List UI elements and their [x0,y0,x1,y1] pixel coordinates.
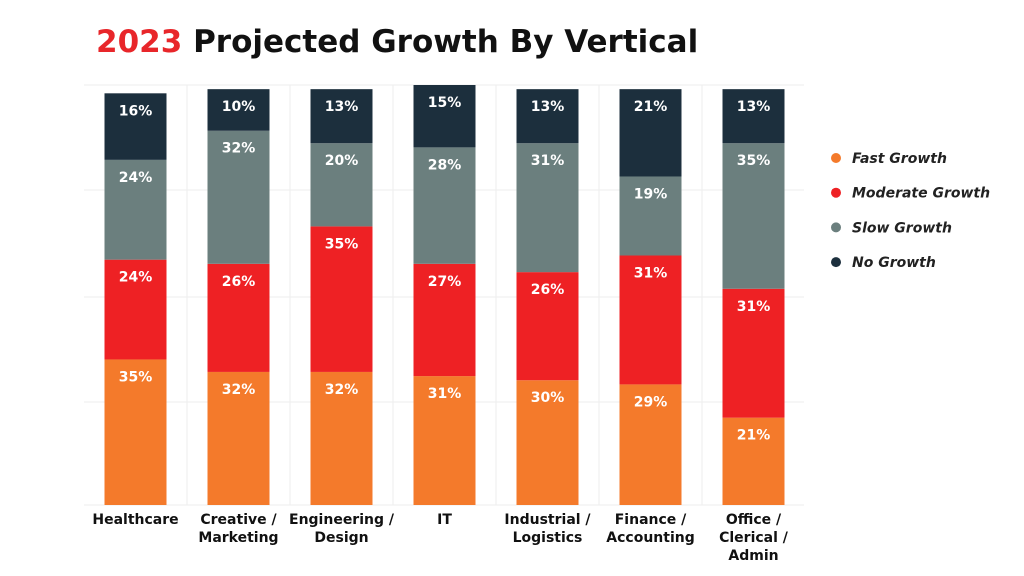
legend-marker [831,153,841,163]
title-text: Projected Growth By Vertical [193,24,698,60]
value-label: 35% [119,369,153,385]
bar-segment [413,147,476,264]
bar-segment [722,417,785,505]
value-label: 26% [531,282,565,298]
value-label: 29% [634,394,668,410]
bar-segment [310,89,373,144]
bar-segment [104,159,167,260]
bar-segment [310,226,373,372]
value-label: 31% [737,299,771,315]
legend-label: Fast Growth [852,151,947,167]
value-label: 13% [531,99,565,115]
value-label: 13% [737,99,771,115]
bar-segment [310,143,373,227]
bar-segment [104,359,167,505]
value-label: 21% [737,428,771,444]
value-label: 32% [222,141,256,157]
value-label: 31% [428,386,462,402]
value-label: 24% [119,270,153,286]
bar-segment [310,371,373,505]
bar-segment [516,272,579,381]
value-label: 32% [222,382,256,398]
legend-label: Moderate Growth [852,186,990,202]
bar-segment [722,143,785,289]
value-label: 24% [119,170,153,186]
legend-label: No Growth [852,255,936,271]
value-label: 19% [634,186,668,202]
value-label: 28% [428,157,462,173]
value-label: 26% [222,274,256,290]
bar-segment [207,263,270,372]
title-highlight: 2023 [96,24,182,60]
value-label: 21% [634,99,668,115]
value-label: 20% [325,153,359,169]
value-label: 13% [325,99,359,115]
value-label: 31% [531,153,565,169]
x-tick-label: Healthcare [92,512,179,528]
bar-segment [722,288,785,418]
value-label: 15% [428,95,462,111]
x-tick-label: Office / Clerical / Admin [719,512,788,564]
value-label: 16% [119,103,153,119]
value-label: 27% [428,274,462,290]
value-label: 35% [737,153,771,169]
legend-marker [831,187,841,198]
bar-segment [516,143,579,273]
bar-segment [207,130,270,264]
bar-segment [516,89,579,144]
x-tick-label: Industrial / Logistics [504,512,591,546]
x-tick-label: IT [437,512,452,528]
bar-segment [413,263,476,377]
bar-segment [516,380,579,505]
value-label: 31% [634,265,668,281]
x-tick-label: Creative / Marketing [198,512,279,546]
legend-marker [831,257,841,268]
legend-label: Slow Growth [852,220,952,236]
value-label: 10% [222,99,256,115]
chart-title: 2023 Projected Growth By Vertical [96,24,698,60]
bar-segment [104,93,167,160]
bar-segment [207,371,270,505]
bar-segment [619,176,682,256]
value-label: 35% [325,236,359,252]
bar-segment [104,259,167,360]
bar-segment [413,85,476,148]
bar-segment [619,89,682,177]
x-tick-label: Engineering / Design [289,512,394,546]
bar-segment [619,384,682,505]
bar-segment [722,89,785,144]
value-label: 30% [531,390,565,406]
x-tick-label: Finance / Accounting [606,512,695,546]
bar-segment [207,89,270,131]
bar-segment [413,376,476,505]
legend-marker [831,222,841,233]
bar-segment [619,255,682,385]
value-label: 32% [325,382,359,398]
